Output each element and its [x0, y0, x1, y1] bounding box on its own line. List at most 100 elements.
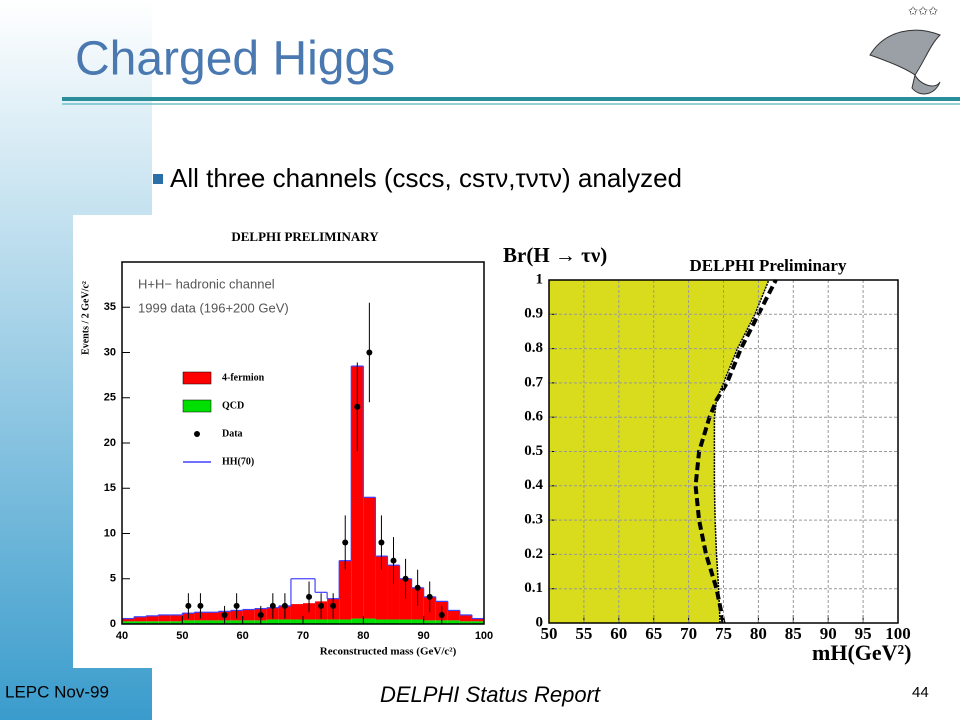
histogram-bar	[411, 619, 424, 624]
data-point	[306, 593, 313, 600]
legend-label: 4-fermion	[222, 372, 265, 383]
x-tick-label: 85	[785, 624, 802, 643]
data-point	[185, 602, 192, 609]
legend-label: HH(70)	[222, 456, 254, 467]
chart-title: DELPHI Preliminary	[690, 256, 847, 275]
x-tick-label: 100	[885, 624, 911, 643]
y-tick-label: 0.9	[524, 306, 543, 322]
x-tick-label: 65	[645, 624, 662, 643]
data-point	[414, 584, 421, 591]
histogram-bar	[375, 619, 388, 624]
y-tick-label: 5	[110, 573, 116, 585]
x-axis-label: mH(GeV²)	[812, 640, 911, 665]
histogram-bar	[122, 621, 135, 624]
histogram-bar	[206, 620, 219, 624]
histogram-bar	[387, 565, 400, 620]
y-tick-label: 10	[104, 527, 116, 539]
data-point	[318, 602, 325, 609]
histogram-bar	[327, 619, 340, 624]
y-tick-label: 35	[104, 301, 116, 313]
y-tick-label: 0.8	[524, 340, 543, 356]
histogram-bar	[363, 497, 376, 619]
plot-frame	[548, 279, 899, 624]
histogram-bar	[399, 619, 412, 624]
histogram-bar	[459, 621, 472, 624]
x-tick-label: 80	[750, 624, 767, 643]
histogram-bar	[459, 614, 472, 622]
histogram-bar	[134, 616, 147, 622]
x-tick-label: 60	[237, 630, 249, 642]
y-tick-label: 0	[536, 614, 544, 630]
annotation: 1999 data (196+200 GeV)	[138, 300, 289, 315]
histogram-bar	[351, 366, 364, 619]
histogram-bar	[170, 614, 183, 622]
histogram-bar	[303, 619, 316, 624]
data-point	[197, 602, 204, 609]
x-tick-label: 80	[357, 630, 369, 642]
histogram-bar	[339, 619, 352, 624]
data-point	[281, 602, 288, 609]
x-tick-label: 90	[418, 630, 430, 642]
logo: ✩✩✩	[869, 4, 941, 95]
legend-swatch	[182, 371, 212, 385]
histogram-bar	[182, 620, 195, 624]
bullet-mark	[153, 174, 163, 184]
y-tick-label: 25	[104, 392, 116, 404]
histogram-bar	[363, 618, 376, 624]
histogram-bar	[290, 619, 303, 624]
histogram-bar	[230, 620, 243, 624]
data-point	[330, 602, 337, 609]
expected-limit	[693, 279, 778, 624]
y-tick-label: 0.3	[524, 512, 543, 528]
histogram-bar	[242, 620, 255, 624]
x-axis-label: Reconstructed mass (GeV/c²)	[320, 646, 457, 658]
data-point	[269, 602, 276, 609]
histogram-bar	[122, 618, 135, 622]
x-tick-label: 40	[116, 630, 128, 642]
data-point	[438, 611, 445, 618]
y-tick-label: 20	[104, 437, 116, 449]
footer-center: DELPHI Status Report	[380, 682, 601, 707]
slide-title: Charged Higgs	[75, 33, 395, 86]
histogram-bar	[266, 619, 279, 624]
observed-limit	[713, 279, 770, 624]
chart-title: DELPHI PRELIMINARY	[231, 229, 379, 244]
chart-panel	[73, 215, 500, 668]
footer-left: LEPC Nov-99	[5, 682, 109, 701]
excluded-area	[549, 280, 769, 623]
data-point	[233, 602, 240, 609]
histogram-bar	[134, 621, 147, 624]
histogram-bar	[170, 621, 183, 624]
y-tick-label: 0.6	[524, 409, 543, 425]
y-axis-label: Br(H → τν)	[503, 243, 607, 267]
data-point	[402, 575, 409, 582]
data-point	[342, 539, 349, 546]
data-point	[354, 403, 361, 410]
histogram-bar	[447, 620, 460, 624]
histogram-bar	[375, 556, 388, 620]
histogram-bar	[387, 619, 400, 624]
histogram-bar	[158, 614, 171, 622]
histogram-bar	[447, 610, 460, 621]
annotation: H+H− hadronic channel	[138, 276, 275, 291]
x-tick-label: 60	[610, 624, 627, 643]
bullet-text: All three channels (cscs, csτν,τντν) ana…	[170, 163, 682, 193]
y-tick-label: 30	[104, 346, 116, 358]
x-tick-label: 50	[176, 630, 188, 642]
y-tick-label: 1	[536, 271, 544, 287]
x-tick-label: 70	[297, 630, 309, 642]
y-tick-label: 0.1	[524, 580, 543, 596]
legend-swatch	[182, 399, 212, 413]
x-tick-label: 90	[820, 624, 837, 643]
histogram-bar	[351, 618, 364, 624]
svg-text:✩✩✩: ✩✩✩	[908, 4, 938, 18]
histogram-bar	[423, 620, 436, 624]
data-point	[390, 557, 397, 564]
histogram-bar	[146, 621, 159, 624]
x-tick-label: 70	[680, 624, 697, 643]
y-tick-label: 0	[110, 618, 116, 630]
histogram-bar	[339, 560, 352, 620]
histogram-bar	[315, 619, 328, 624]
plot-frame	[121, 261, 485, 625]
y-tick-label: 15	[104, 482, 116, 494]
